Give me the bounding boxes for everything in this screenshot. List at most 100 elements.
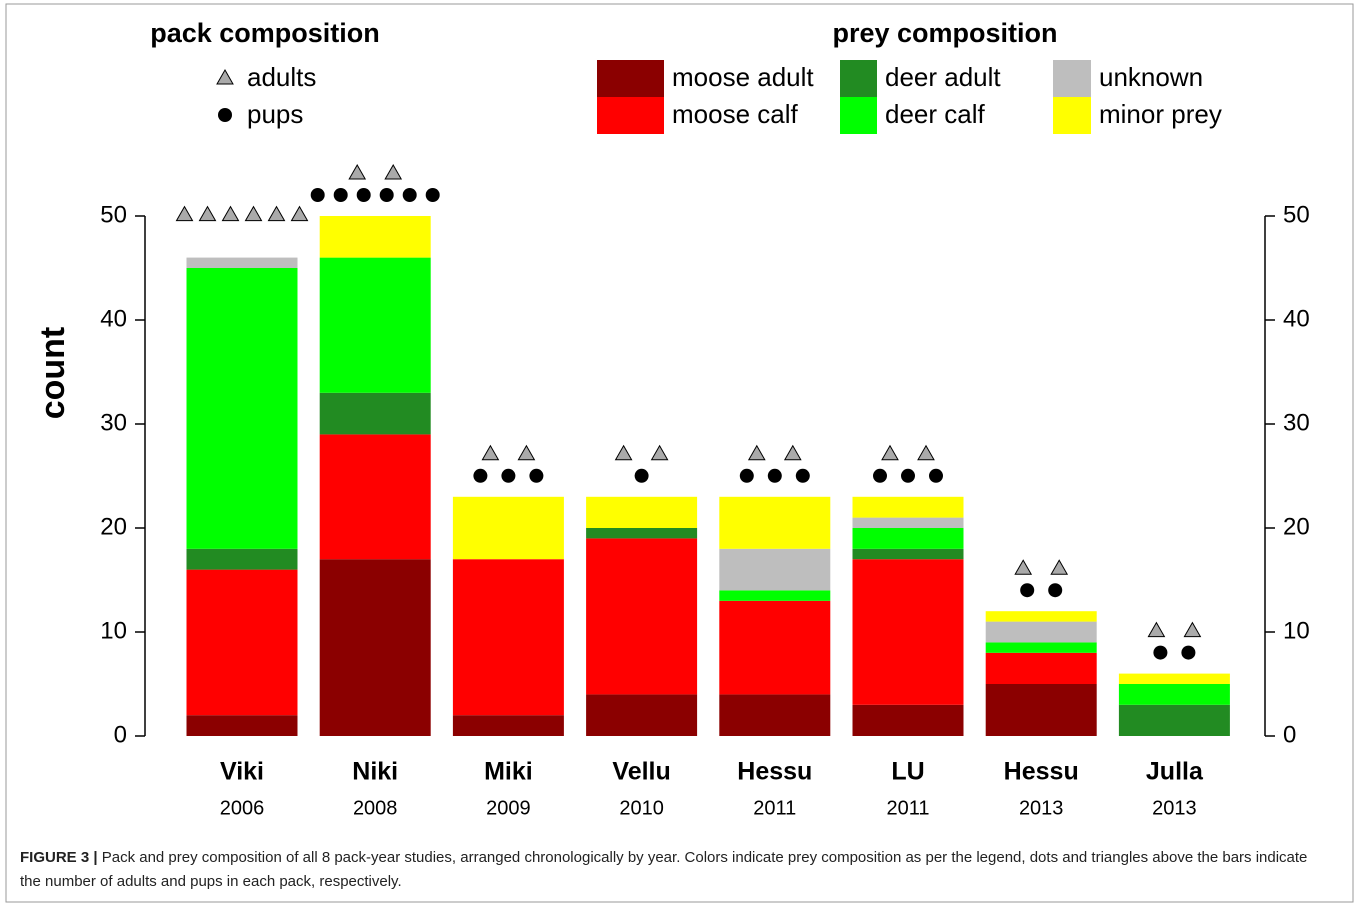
legend-label: moose calf <box>672 99 798 129</box>
adult-marker <box>267 205 286 222</box>
pup-markers <box>873 468 943 483</box>
caption-label: FIGURE 3 | <box>20 849 98 866</box>
y-tick-label: 30 <box>100 409 127 436</box>
bar-segment <box>186 569 298 716</box>
legend-label: unknown <box>1099 62 1203 92</box>
x-tick-sublabel: 2008 <box>353 797 398 819</box>
adult-marker <box>175 205 194 222</box>
bar-segment <box>719 496 831 549</box>
bar-segment <box>719 600 831 695</box>
y-tick-label: 0 <box>114 721 127 748</box>
x-tick-sublabel: 2011 <box>886 797 929 819</box>
bar-segment <box>586 538 698 695</box>
caption: FIGURE 3 | Pack and prey composition of … <box>20 846 1330 894</box>
caption-text: Pack and prey composition of all 8 pack-… <box>20 849 1308 890</box>
frame <box>5 3 1354 903</box>
legend-swatch <box>597 97 664 134</box>
adult-marker <box>881 444 899 461</box>
pup-marker <box>739 468 754 483</box>
y-tick-label: 20 <box>100 513 127 540</box>
y2-tick-label: 50 <box>1283 201 1310 228</box>
pup-marker <box>379 188 394 202</box>
pup-marker <box>425 188 440 202</box>
legend-swatch <box>840 97 877 134</box>
x-tick-label: Hessu <box>737 758 812 786</box>
pup-marker <box>310 188 325 202</box>
legend-label: minor prey <box>1099 99 1222 129</box>
x-tick-sublabel: 2013 <box>1019 797 1064 819</box>
adult-marker <box>1014 559 1033 575</box>
x-tick-sublabel: 2010 <box>619 797 664 819</box>
pup-markers <box>739 468 810 483</box>
y2-tick-label: 20 <box>1283 513 1310 540</box>
adult-markers <box>1014 559 1069 575</box>
pup-marker <box>402 188 417 202</box>
pup-marker <box>767 468 782 483</box>
legend-label: pups <box>247 99 303 129</box>
pup-marker <box>333 188 348 202</box>
bar-segment <box>186 715 298 736</box>
pup-markers <box>1153 645 1196 660</box>
bar-segment <box>586 694 698 736</box>
bar-segment <box>985 621 1097 643</box>
legend-label: deer calf <box>885 99 985 129</box>
bar-segment <box>852 704 964 736</box>
legend-triangle <box>216 68 234 85</box>
y2-tick-label: 30 <box>1283 409 1310 436</box>
bar-segment <box>852 548 964 560</box>
legend-label: moose adult <box>672 62 814 92</box>
pup-marker <box>1048 583 1063 598</box>
bar-segment <box>452 715 564 736</box>
adult-marker <box>1050 559 1069 575</box>
legend-swatch <box>840 60 877 97</box>
pup-marker <box>795 468 810 483</box>
adult-markers <box>481 444 536 461</box>
bar-segment <box>186 257 298 268</box>
x-tick-label: LU <box>891 758 924 786</box>
adult-markers <box>614 444 669 461</box>
bar-segment <box>319 392 431 435</box>
bar-segment <box>319 559 431 736</box>
pup-marker <box>1153 645 1168 660</box>
adult-marker <box>614 444 633 461</box>
legend-dot <box>218 108 232 122</box>
bar-segment <box>985 642 1097 653</box>
y-tick-label: 50 <box>100 201 127 228</box>
pup-marker <box>529 468 544 483</box>
pup-markers <box>1020 583 1063 598</box>
legend-swatch <box>1053 97 1091 134</box>
bar-segment <box>852 559 964 705</box>
adult-markers <box>175 205 309 222</box>
legend-swatch <box>597 60 664 97</box>
adult-marker <box>481 444 500 461</box>
adult-markers <box>1147 621 1202 638</box>
x-tick-label: Niki <box>352 758 398 786</box>
bar-segment <box>452 559 564 716</box>
bar-segment <box>1118 673 1230 684</box>
legend-label: adults <box>247 62 316 92</box>
adult-marker <box>348 163 367 180</box>
adult-marker <box>221 205 240 222</box>
bar-segment <box>985 652 1097 684</box>
y2-tick-label: 10 <box>1283 617 1310 644</box>
bar-segment <box>852 496 964 518</box>
adult-marker <box>1147 621 1166 638</box>
y-tick-label: 40 <box>100 305 127 332</box>
legend-swatch <box>1053 60 1091 97</box>
adult-marker <box>244 205 263 222</box>
x-tick-sublabel: 2013 <box>1152 797 1197 819</box>
bar-segment <box>985 684 1097 736</box>
pup-marker <box>1181 645 1196 660</box>
x-tick-label: Hessu <box>1004 758 1079 786</box>
x-tick-sublabel: 2009 <box>486 797 531 819</box>
pup-marker <box>1020 583 1035 598</box>
legend-label: deer adult <box>885 62 1001 92</box>
adult-marker <box>1183 621 1202 638</box>
pup-markers <box>634 468 649 483</box>
bar-segment <box>319 257 431 393</box>
x-tick-label: Vellu <box>612 758 670 786</box>
pup-marker <box>356 188 371 202</box>
y2-tick-label: 0 <box>1283 721 1296 748</box>
prey-legend-title: prey composition <box>832 18 1057 48</box>
